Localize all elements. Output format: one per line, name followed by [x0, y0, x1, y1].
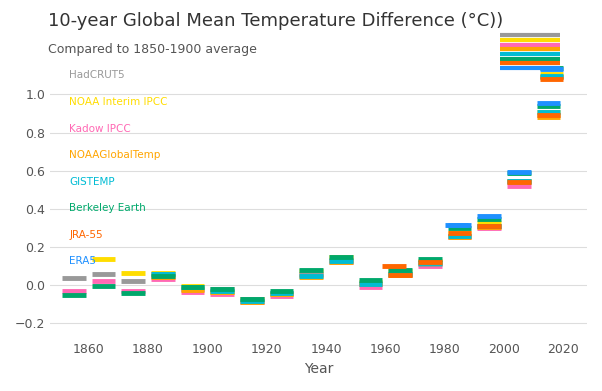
Text: NOAAGlobalTemp: NOAAGlobalTemp [69, 150, 161, 160]
Text: GISTEMP: GISTEMP [69, 177, 115, 187]
Text: HadCRUT5: HadCRUT5 [69, 70, 125, 81]
Text: 10-year Global Mean Temperature Difference (°C)): 10-year Global Mean Temperature Differen… [48, 12, 503, 30]
Text: Berkeley Earth: Berkeley Earth [69, 203, 146, 213]
Text: NOAA Interim IPCC: NOAA Interim IPCC [69, 97, 168, 107]
Text: Kadow IPCC: Kadow IPCC [69, 124, 131, 134]
Text: ERA5: ERA5 [69, 256, 96, 267]
X-axis label: Year: Year [304, 362, 334, 376]
Text: Compared to 1850-1900 average: Compared to 1850-1900 average [48, 43, 257, 56]
Text: JRA-55: JRA-55 [69, 230, 103, 240]
